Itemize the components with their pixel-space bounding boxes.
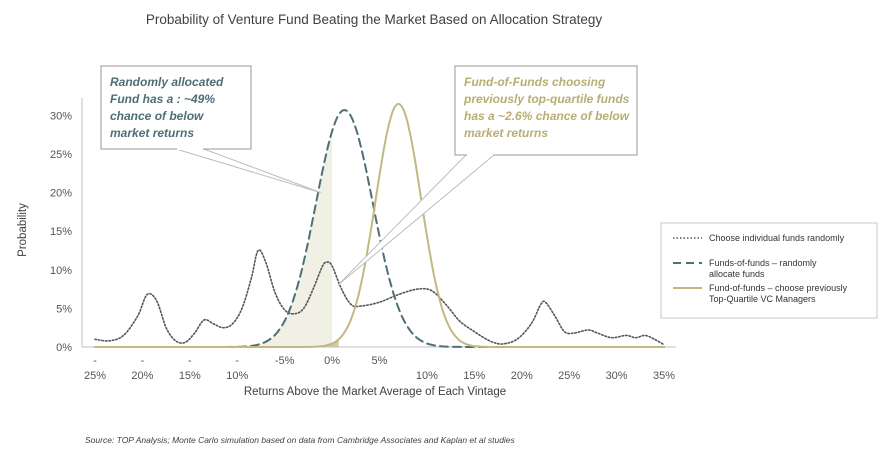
y-tick-label: 15% <box>50 226 72 238</box>
series-lines <box>94 102 665 349</box>
y-axis-title: Probability <box>17 203 29 257</box>
x-tick-label-bottom: 10% <box>226 370 248 382</box>
callouts: Randomly allocated Fund has a : ~49% chanc… <box>100 65 638 286</box>
x-tick-label-top: - <box>141 355 145 367</box>
x-tick-label-bottom: 20% <box>511 370 533 382</box>
x-tick-label-top: - <box>93 355 97 367</box>
x-tick-label-top: -5% <box>275 355 295 367</box>
x-tick-label-bottom: 35% <box>653 370 675 382</box>
x-tick-labels: - 25% - 20% - 15% - 10% -5% 0% 5% 10% 15% 20% 25% 30% 35… <box>84 355 675 382</box>
y-tick-label: 20% <box>50 188 72 200</box>
shaded-tail-1 <box>284 339 339 347</box>
callout-line: market returns <box>464 126 548 140</box>
callout-line: has a ~2.6% chance of below <box>464 109 630 123</box>
x-tick-label-bottom: 25% <box>558 370 580 382</box>
legend-box <box>660 222 878 319</box>
callout-box-1 <box>454 65 638 156</box>
source-note: Source: TOP Analysis; Monte Carlo simula… <box>85 435 516 445</box>
x-tick-label-bottom: 20% <box>131 370 153 382</box>
legend: Choose individual funds randomly Funds-of… <box>660 222 878 319</box>
y-tick-label: 10% <box>50 265 72 277</box>
callout-line: market returns <box>110 126 194 140</box>
callout-line: chance of below <box>110 109 204 123</box>
y-tick-labels: 0% 5% 10% 15% 20% 25% 30% <box>50 110 72 354</box>
callout-line: Randomly allocated <box>110 75 224 89</box>
y-tick-label: 30% <box>50 110 72 122</box>
y-tick-label: 0% <box>56 342 72 354</box>
x-tick-label-bottom: 15% <box>463 370 485 382</box>
x-tick-label-top: - <box>188 355 192 367</box>
x-tick-label-top: 0% <box>324 355 340 367</box>
y-tick-label: 25% <box>50 149 72 161</box>
callout-line: Fund has a : ~49% <box>110 92 215 106</box>
callout-line: previously top-quartile funds <box>463 92 630 106</box>
x-tick-label-top: 5% <box>372 355 388 367</box>
x-tick-label-bottom: 15% <box>179 370 201 382</box>
callout-box-0 <box>100 65 252 150</box>
x-tick-label-bottom: 30% <box>606 370 628 382</box>
legend-label: Funds-of-funds – randomly <box>709 258 817 268</box>
shaded-tail-0 <box>202 131 333 347</box>
shaded-areas <box>202 131 339 347</box>
x-tick-label-top: - <box>235 355 239 367</box>
series-line-0 <box>94 249 665 346</box>
legend-label: Top-Quartile VC Managers <box>709 294 816 304</box>
legend-label: Choose individual funds randomly <box>709 233 845 243</box>
callout-pointer-0 <box>175 148 321 194</box>
series-line-2 <box>94 102 665 349</box>
callout-pointer-1 <box>337 154 496 286</box>
chart-title: Probability of Venture Fund Beating the … <box>146 12 603 27</box>
y-tick-label: 5% <box>56 303 72 315</box>
legend-label: Fund-of-funds – choose previously <box>709 283 848 293</box>
x-tick-label-bottom: 25% <box>84 370 106 382</box>
x-axis-title: Returns Above the Market Average of Each… <box>244 386 506 398</box>
x-tick-label-bottom: 10% <box>416 370 438 382</box>
callout-line: Fund-of-Funds choosing <box>464 75 606 89</box>
legend-label: allocate funds <box>709 269 765 279</box>
